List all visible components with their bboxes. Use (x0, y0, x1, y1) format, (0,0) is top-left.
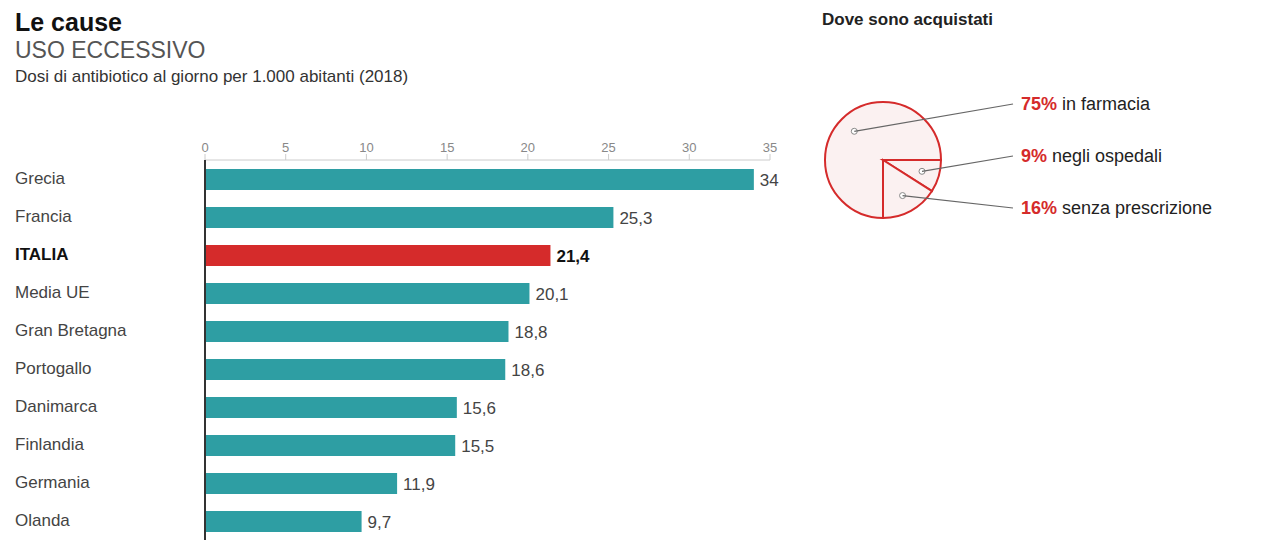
html-text:Dove sono acquistati: Dove sono acquistati (822, 10, 993, 29)
svg-text:30: 30 (682, 140, 696, 155)
svg-text:9,7: 9,7 (368, 513, 392, 532)
svg-text:Danimarca: Danimarca (15, 397, 98, 416)
svg-text:0: 0 (201, 140, 208, 155)
svg-text:25: 25 (601, 140, 615, 155)
svg-text:Francia: Francia (15, 207, 72, 226)
svg-text:10: 10 (359, 140, 373, 155)
svg-text:Media UE: Media UE (15, 283, 90, 302)
html-text:USO ECCESSIVO: USO ECCESSIVO (15, 36, 206, 63)
html-text:Le cause: Le cause (15, 8, 122, 36)
svg-text:9% negli ospedali: 9% negli ospedali (1021, 146, 1162, 166)
svg-text:Grecia: Grecia (15, 169, 66, 188)
svg-text:15,5: 15,5 (461, 437, 494, 456)
svg-text:75% in farmacia: 75% in farmacia (1021, 94, 1151, 114)
svg-text:Finlandia: Finlandia (15, 435, 85, 454)
svg-text:25,3: 25,3 (619, 209, 652, 228)
svg-text:35: 35 (763, 140, 777, 155)
svg-text:20: 20 (521, 140, 535, 155)
svg-text:Portogallo: Portogallo (15, 359, 92, 378)
svg-text:21,4: 21,4 (556, 247, 590, 266)
svg-text:Olanda: Olanda (15, 511, 70, 530)
svg-text:Germania: Germania (15, 473, 90, 492)
svg-text:18,6: 18,6 (511, 361, 544, 380)
svg-text:16% senza prescrizione: 16% senza prescrizione (1021, 198, 1212, 218)
svg-text:Gran Bretagna: Gran Bretagna (15, 321, 127, 340)
svg-text:20,1: 20,1 (535, 285, 568, 304)
html-text:Dosi di antibiotico al giorno: Dosi di antibiotico al giorno per 1.000 … (15, 67, 409, 87)
svg-text:15,6: 15,6 (463, 399, 496, 418)
svg-text:ITALIA: ITALIA (15, 245, 69, 264)
svg-text:18,8: 18,8 (514, 323, 547, 342)
svg-text:11,9: 11,9 (403, 475, 435, 494)
svg-text:34: 34 (760, 171, 779, 190)
svg-text:5: 5 (282, 140, 289, 155)
svg-text:15: 15 (440, 140, 454, 155)
